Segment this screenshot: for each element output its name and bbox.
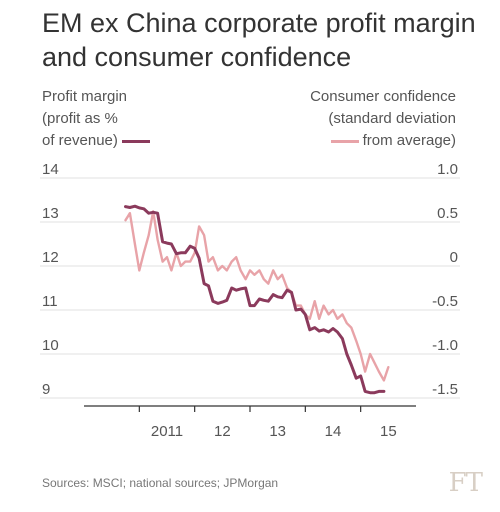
x-tick-label-4: 15 xyxy=(380,423,397,440)
y-right-tick-label-4: -1.0 xyxy=(432,337,458,354)
legend-profit-swatch xyxy=(121,139,150,143)
chart-title: EM ex China corporate profit margin and … xyxy=(42,8,476,72)
x-tick-label-3: 14 xyxy=(325,423,342,440)
legend-confidence-line2: (standard deviation xyxy=(328,110,456,127)
x-tick-label-2: 13 xyxy=(269,423,286,440)
series-line-profit-margin xyxy=(124,204,386,395)
y-right-tick-label-2: 0 xyxy=(450,249,458,266)
legend-consumer-confidence: Consumer confidence (standard deviation … xyxy=(310,86,456,152)
y-right-tick-label-1: 0.5 xyxy=(437,205,458,222)
legend-confidence-line3: from average) xyxy=(362,132,456,149)
y-right-tick-label-5: -1.5 xyxy=(432,381,458,398)
y-right-tick-label-3: -0.5 xyxy=(432,293,458,310)
y-left-tick-label-0: 14 xyxy=(42,161,59,178)
legend-profit-line3-wrap: of revenue) xyxy=(42,130,154,152)
legend-confidence-swatch xyxy=(330,139,359,143)
ft-logo: FT xyxy=(448,468,483,498)
source-note: Sources: MSCI; national sources; JPMorga… xyxy=(42,476,279,490)
legend-profit-margin: Profit margin (profit as % of revenue) xyxy=(42,86,154,152)
y-left-tick-label-5: 9 xyxy=(42,381,50,398)
legend-profit-line3: of revenue) xyxy=(42,132,118,149)
y-left-tick-label-4: 10 xyxy=(42,337,59,354)
x-tick-label-1: 12 xyxy=(214,423,231,440)
legend-confidence-line1: Consumer confidence xyxy=(310,88,456,105)
y-left-tick-label-1: 13 xyxy=(42,205,59,222)
y-right-tick-label-0: 1.0 xyxy=(437,161,458,178)
legend-confidence-line3-wrap: from average) xyxy=(310,130,456,152)
legend-profit-line1: Profit margin xyxy=(42,88,128,105)
series-line-consumer-confidence xyxy=(124,210,390,382)
y-left-tick-label-2: 12 xyxy=(42,249,59,266)
x-tick-label-0: 2011 xyxy=(151,423,183,440)
legend-profit-line2: (profit as % xyxy=(42,110,118,127)
y-left-tick-label-3: 11 xyxy=(42,293,58,310)
